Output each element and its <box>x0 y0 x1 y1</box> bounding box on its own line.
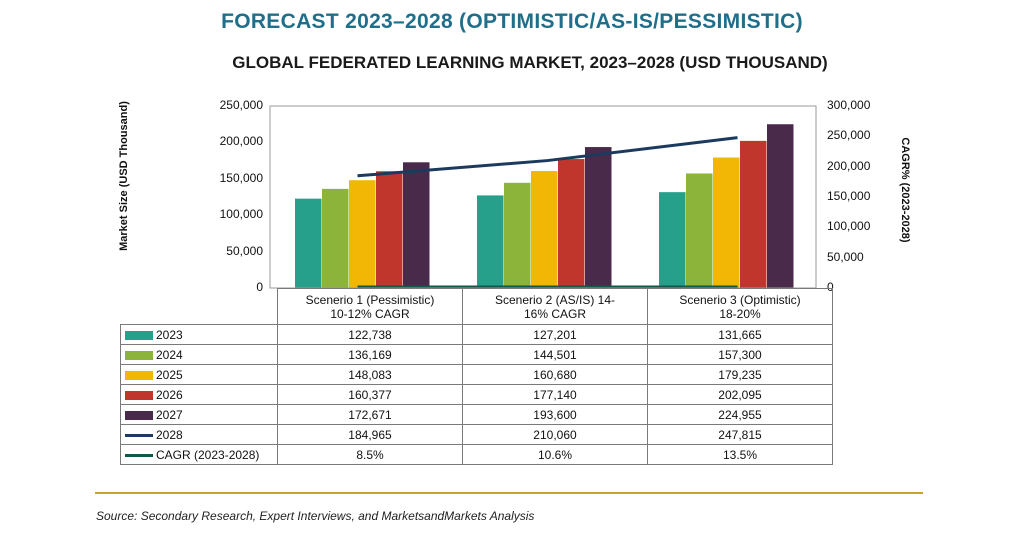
y-tick-label: 200,000 <box>219 134 263 149</box>
category-label-line: Scenerio 1 (Pessimistic) <box>305 292 435 307</box>
category-label: Scenerio 1 (Pessimistic) 10-12% CAGR <box>277 288 463 325</box>
table-row: 2026 160,377 177,140 202,095 <box>120 384 833 405</box>
data-label: 157,300 <box>647 344 833 365</box>
bar-2027-scenario-1 <box>403 162 430 288</box>
table-row: 2028 184,965 210,060 247,815 <box>120 424 833 445</box>
bar-2023-scenario-1 <box>295 198 322 288</box>
table-row: 2027 172,671 193,600 224,955 <box>120 404 833 425</box>
table-row: 2023 122,738 127,201 131,665 <box>120 324 833 345</box>
y2-tick-label: 0 <box>827 280 834 294</box>
data-label: 136,169 <box>277 344 463 365</box>
legend-cell: 2025 <box>120 364 278 385</box>
y2-tick-label: 200,000 <box>827 158 871 173</box>
chart-title: FORECAST 2023–2028 (OPTIMISTIC/AS-IS/PES… <box>221 10 803 33</box>
bar-2023-scenario-3 <box>659 192 686 288</box>
category-label-line: 18-20% <box>719 306 761 321</box>
legend-swatch <box>125 433 153 437</box>
footer-divider <box>95 492 923 494</box>
data-label: 247,815 <box>647 424 833 445</box>
y2-tick-label: 50,000 <box>827 249 864 264</box>
y-tick-label: 50,000 <box>226 243 263 258</box>
y2-tick-label: 150,000 <box>827 189 871 203</box>
legend-swatch <box>125 370 153 380</box>
bar-2024-scenario-1 <box>322 188 349 288</box>
data-label: 8.5% <box>277 444 463 465</box>
legend-label: 2026 <box>156 387 183 402</box>
category-label: Scenerio 2 (AS/IS) 14- 16% CAGR <box>462 288 648 325</box>
data-label: 10.6% <box>462 444 648 465</box>
data-label: 210,060 <box>462 424 648 445</box>
bar-2026-scenario-3 <box>740 140 767 288</box>
bar-2027-scenario-2 <box>585 147 612 288</box>
bar-2025-scenario-3 <box>713 157 740 288</box>
chart-subtitle: GLOBAL FEDERATED LEARNING MARKET, 2023–2… <box>232 53 828 72</box>
category-label-line: 10-12% CAGR <box>330 306 410 321</box>
data-label: 160,680 <box>462 364 648 385</box>
bar-2024-scenario-3 <box>686 173 713 288</box>
data-label: 202,095 <box>647 384 833 405</box>
source-note: Source: Secondary Research, Expert Inter… <box>96 509 535 523</box>
legend-cell: 2024 <box>120 344 278 365</box>
legend-label: 2024 <box>156 347 183 362</box>
data-label: 224,955 <box>647 404 833 425</box>
y-tick-label: 150,000 <box>219 170 263 185</box>
data-label: 184,965 <box>277 424 463 445</box>
y2-tick-label: 300,000 <box>827 98 871 112</box>
legend-swatch <box>125 410 153 420</box>
bar-2027-scenario-3 <box>767 124 794 288</box>
table-row: 2024 136,169 144,501 157,300 <box>120 344 833 365</box>
bar-2024-scenario-2 <box>504 182 531 288</box>
legend-cell: 2028 <box>120 424 278 445</box>
table-row: 2025 148,083 160,680 179,235 <box>120 364 833 385</box>
y2-tick-label: 100,000 <box>827 219 871 234</box>
data-label: 122,738 <box>277 324 463 345</box>
data-label: 160,377 <box>277 384 463 405</box>
legend-label: CAGR (2023-2028) <box>156 447 260 462</box>
legend-cell: 2023 <box>120 324 278 345</box>
legend-swatch <box>125 453 153 457</box>
data-label: 193,600 <box>462 404 648 425</box>
category-label: Scenerio 3 (Optimistic) 18-20% <box>647 288 833 325</box>
category-label-line: Scenerio 2 (AS/IS) 14- <box>494 292 616 307</box>
bar-2025-scenario-1 <box>349 180 376 288</box>
data-label: 148,083 <box>277 364 463 385</box>
y-tick-label: 250,000 <box>219 98 263 112</box>
table-row: CAGR (2023-2028) 8.5% 10.6% 13.5% <box>120 444 833 465</box>
legend-swatch <box>125 390 153 400</box>
data-label: 144,501 <box>462 344 648 365</box>
y-tick-label: 0 <box>256 280 263 294</box>
legend-cell: CAGR (2023-2028) <box>120 444 278 465</box>
legend-label: 2028 <box>156 427 183 442</box>
bar-2023-scenario-2 <box>477 195 504 288</box>
y-axis-label: Market Size (USD Thousand) <box>118 101 130 251</box>
bar-2026-scenario-2 <box>558 159 585 288</box>
legend-label: 2027 <box>156 407 183 422</box>
category-label-line: 16% CAGR <box>523 306 587 321</box>
legend-cell: 2027 <box>120 404 278 425</box>
data-label: 177,140 <box>462 384 648 405</box>
data-label: 13.5% <box>647 444 833 465</box>
legend-label: 2023 <box>156 327 183 342</box>
legend-swatch <box>125 350 153 360</box>
data-table: Scenerio 1 (Pessimistic) 10-12% CAGR Scene… <box>120 288 833 465</box>
data-label: 179,235 <box>647 364 833 385</box>
data-label: 172,671 <box>277 404 463 425</box>
data-label: 127,201 <box>462 324 648 345</box>
legend-label: 2025 <box>156 367 183 382</box>
bar-2025-scenario-2 <box>531 171 558 288</box>
legend-cell: 2026 <box>120 384 278 405</box>
category-label-line: Scenerio 3 (Optimistic) <box>679 292 801 307</box>
y-tick-label: 100,000 <box>219 207 263 222</box>
data-label: 131,665 <box>647 324 833 345</box>
legend-swatch <box>125 330 153 340</box>
bar-2026-scenario-1 <box>376 171 403 288</box>
y2-tick-label: 250,000 <box>827 128 871 143</box>
line-2028 <box>357 136 738 178</box>
